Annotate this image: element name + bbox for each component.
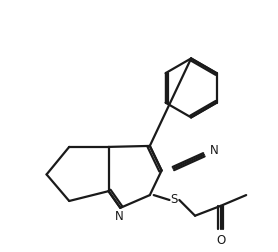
Text: O: O <box>216 234 225 247</box>
Text: S: S <box>171 194 178 206</box>
Text: N: N <box>210 144 219 157</box>
Text: N: N <box>115 210 124 223</box>
